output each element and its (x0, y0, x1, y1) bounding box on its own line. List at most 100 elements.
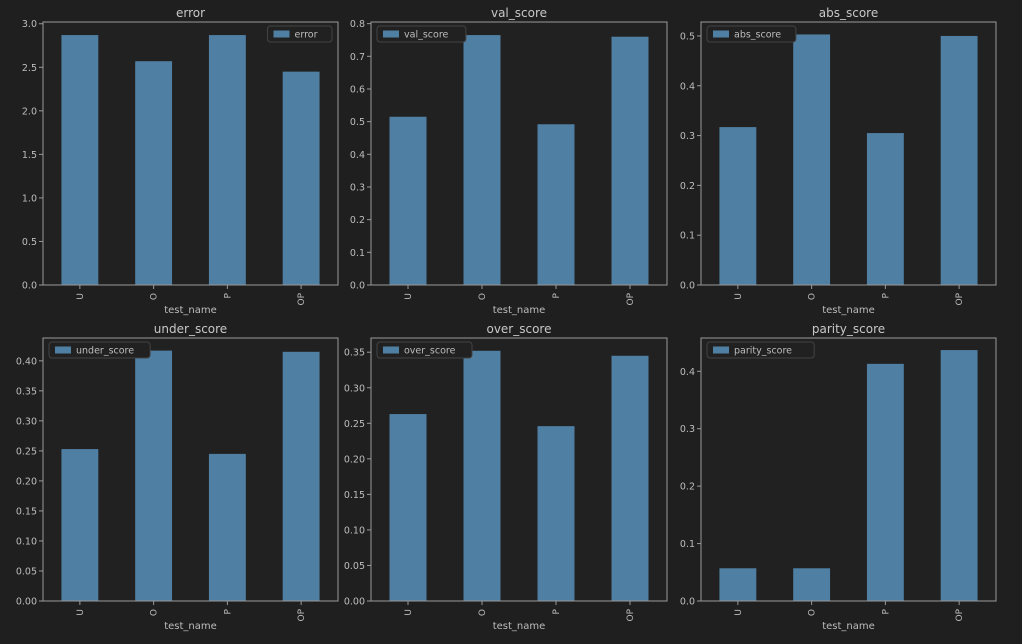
bar-P (866, 363, 904, 601)
y-tick-label: 0.0 (350, 281, 365, 292)
chart-title: error (176, 6, 205, 20)
y-tick-label: 1.0 (22, 193, 37, 204)
y-tick-label: 0.2 (680, 181, 695, 192)
legend: error (267, 25, 333, 43)
legend-swatch (383, 346, 399, 354)
legend-label: under_score (76, 346, 134, 357)
legend: parity_score (706, 341, 815, 359)
x-tick-label: OP (626, 608, 636, 621)
legend-swatch (713, 346, 729, 354)
y-tick-label: 0.20 (16, 476, 37, 487)
x-tick-label: OP (955, 292, 965, 305)
legend-box (376, 25, 467, 43)
x-tick-label: P (223, 292, 233, 298)
x-tick-label: OP (297, 608, 307, 621)
bar-U (389, 414, 427, 601)
chart-title: parity_score (812, 322, 885, 336)
x-axis-label: test_name (493, 621, 546, 632)
legend: val_score (376, 25, 467, 43)
x-tick-label: P (552, 608, 562, 614)
bar-OP (282, 71, 320, 286)
x-tick-label: P (881, 292, 891, 298)
y-tick-label: 0.0 (680, 281, 695, 292)
y-tick-label: 0.0 (680, 597, 695, 608)
x-tick-label: OP (626, 292, 636, 305)
legend-box (706, 25, 797, 43)
axes-frame (700, 21, 997, 286)
y-tick-label: 0.5 (22, 237, 37, 248)
legend-label: val_score (404, 30, 449, 41)
legend-box (267, 25, 333, 43)
bar-OP (282, 351, 320, 601)
x-axis-label: test_name (164, 305, 217, 316)
legend-label: over_score (404, 346, 456, 357)
bar-P (208, 453, 246, 601)
bar-U (719, 568, 757, 601)
x-tick-label: O (150, 293, 160, 300)
x-tick-label: O (150, 609, 160, 616)
y-tick-label: 0.4 (680, 367, 695, 378)
bar-P (537, 124, 575, 285)
y-tick-label: 0.1 (680, 539, 695, 550)
legend-box (48, 341, 151, 359)
bar-U (389, 116, 427, 286)
x-tick-label: U (734, 609, 744, 616)
bar-P (537, 426, 575, 601)
x-tick-label: U (734, 293, 744, 300)
legend: abs_score (706, 25, 797, 43)
bar-U (61, 449, 99, 601)
x-axis-label: test_name (164, 621, 217, 632)
bar-OP (611, 36, 649, 286)
x-tick-label: P (223, 608, 233, 614)
y-tick-label: 0.5 (680, 31, 695, 42)
x-tick-label: U (76, 609, 86, 616)
y-tick-label: 0.05 (344, 561, 365, 572)
y-tick-label: 0.00 (16, 597, 37, 608)
y-tick-label: 0.1 (350, 248, 365, 259)
x-axis-label: test_name (493, 305, 546, 316)
y-tick-label: 0.3 (680, 424, 695, 435)
axes-frame (42, 21, 339, 286)
y-tick-label: 0.15 (16, 506, 37, 517)
legend: over_score (376, 341, 473, 359)
y-tick-label: 1.5 (22, 150, 37, 161)
y-tick-label: 0.7 (350, 52, 365, 63)
x-tick-label: O (808, 609, 818, 616)
axes-frame (42, 337, 339, 602)
legend-label: abs_score (734, 30, 781, 41)
y-tick-label: 3.0 (22, 19, 37, 30)
x-tick-label: U (404, 609, 414, 616)
bar-O (135, 61, 173, 285)
x-tick-label: O (478, 609, 488, 616)
y-tick-label: 0.5 (350, 117, 365, 128)
x-tick-label: OP (297, 292, 307, 305)
y-tick-label: 0.15 (344, 490, 365, 501)
y-tick-label: 0.20 (344, 454, 365, 465)
y-tick-label: 2.0 (22, 106, 37, 117)
legend-box (376, 341, 473, 359)
legend-box (706, 341, 815, 359)
y-tick-label: 0.35 (344, 348, 365, 359)
axes-frame (370, 337, 668, 602)
y-tick-label: 0.10 (344, 525, 365, 536)
bar-O (463, 350, 501, 601)
y-tick-label: 0.4 (680, 81, 695, 92)
x-tick-label: O (808, 293, 818, 300)
x-tick-label: P (552, 292, 562, 298)
bar-OP (611, 355, 649, 601)
axes-frame (370, 21, 668, 286)
y-tick-label: 0.40 (16, 356, 37, 367)
bar-P (866, 133, 904, 285)
x-tick-label: OP (955, 608, 965, 621)
y-tick-label: 0.3 (350, 182, 365, 193)
y-tick-label: 0.2 (680, 482, 695, 493)
y-tick-label: 0.25 (344, 419, 365, 430)
legend-label: error (295, 30, 318, 41)
x-axis-label: test_name (822, 621, 875, 632)
y-tick-label: 0.30 (344, 383, 365, 394)
y-tick-label: 0.00 (344, 597, 365, 608)
